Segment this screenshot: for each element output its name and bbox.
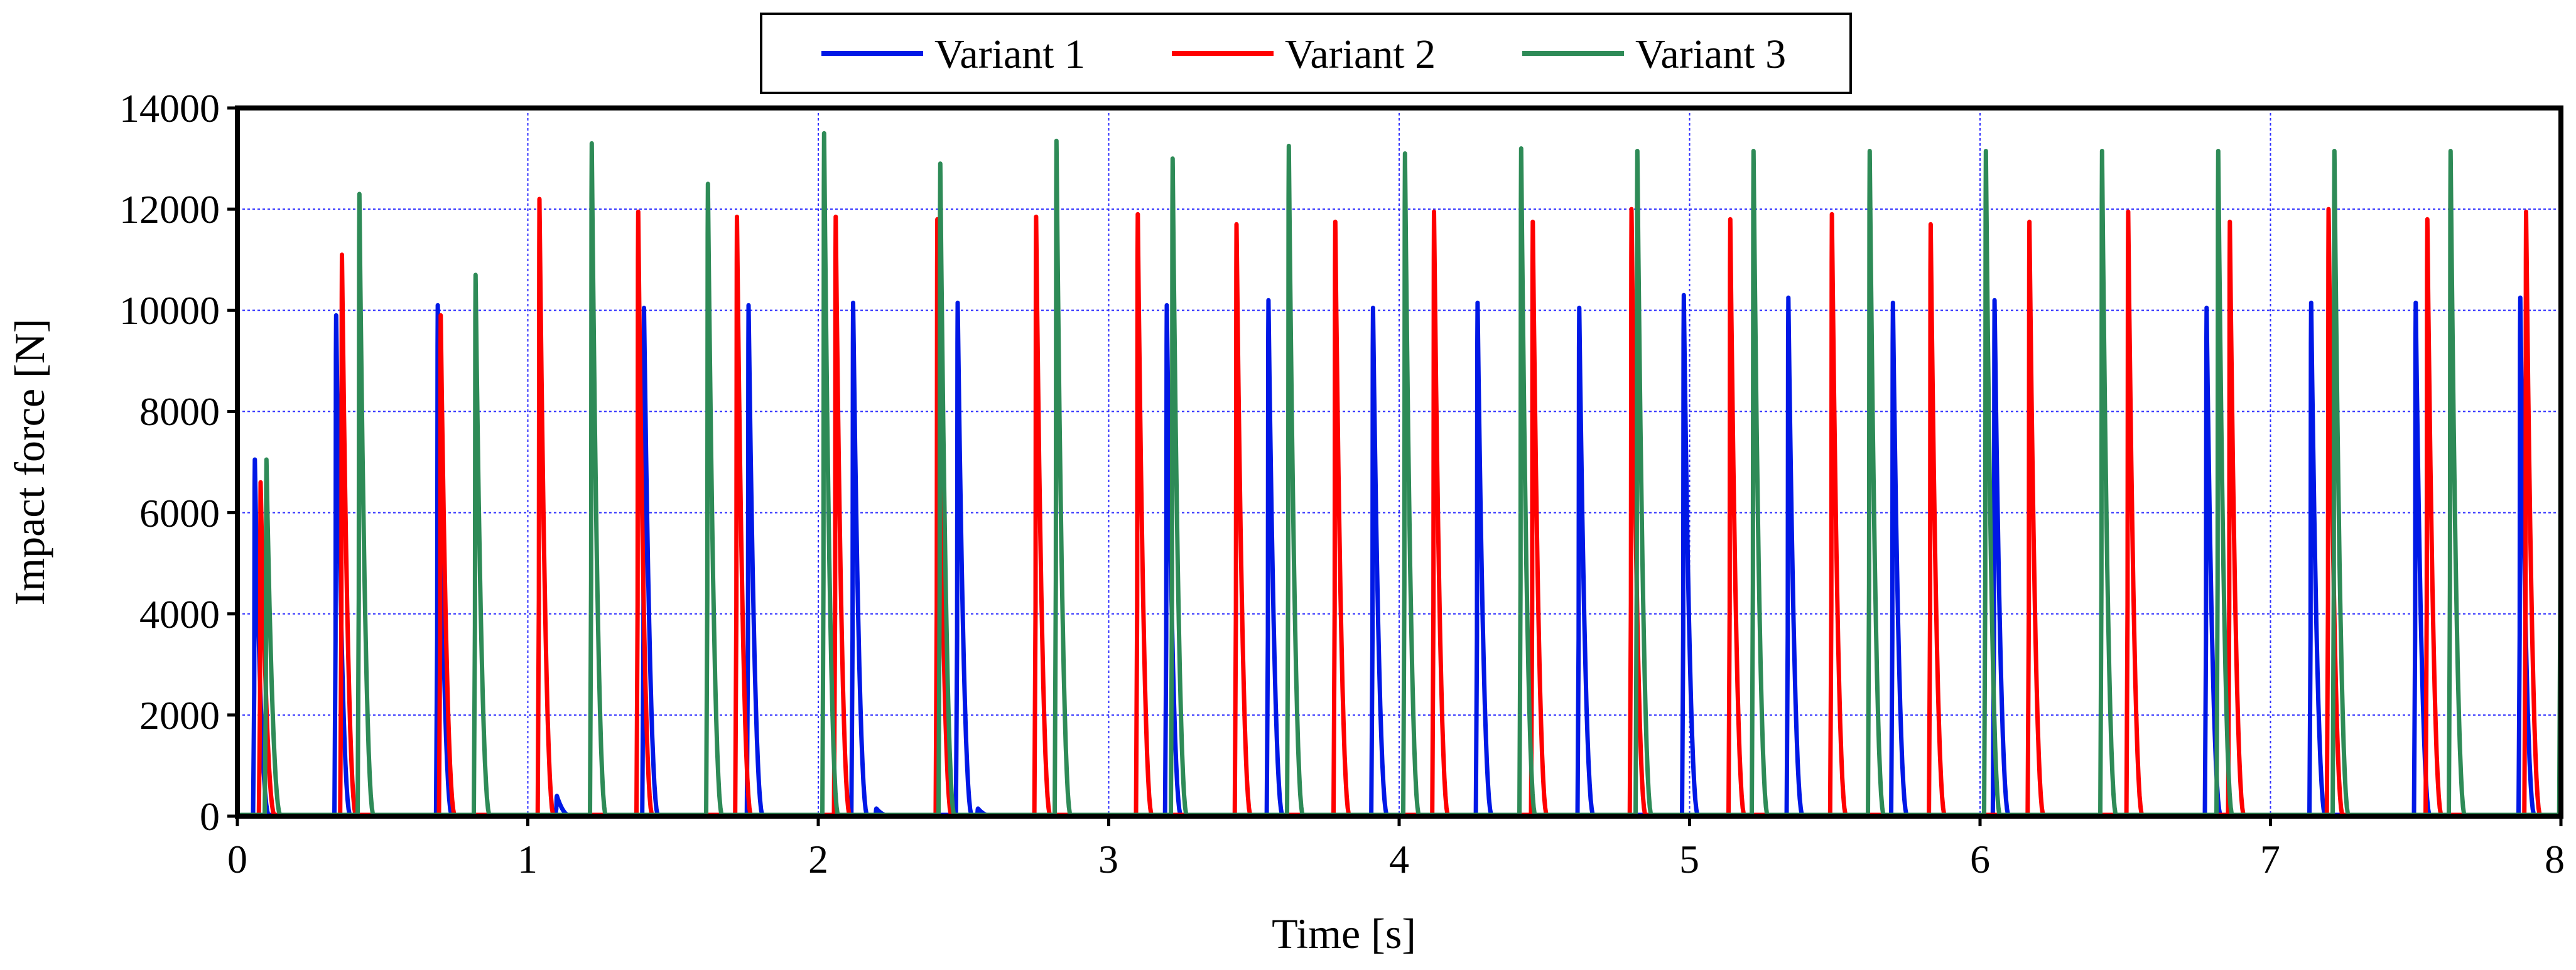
- impact-pulse: [640, 305, 661, 816]
- impact-pulse: [436, 313, 457, 816]
- legend-label-variant-1: Variant 1: [934, 31, 1085, 77]
- impact-pulse: [1680, 293, 1701, 816]
- impact-pulse: [1990, 298, 2011, 816]
- series-variant-3: [237, 131, 2561, 816]
- impact-pulse: [1866, 149, 1886, 816]
- impact-pulse: [2025, 219, 2046, 816]
- impact-pulse: [1430, 209, 1451, 816]
- y-tick-label: 14000: [119, 86, 220, 131]
- y-axis-title: Impact force [N]: [6, 319, 53, 606]
- impact-pulse: [820, 131, 841, 816]
- x-tick-label: 2: [808, 837, 828, 881]
- impact-pulse: [1827, 212, 1849, 816]
- y-tick-label: 10000: [119, 288, 220, 333]
- impact-pulse: [2214, 149, 2235, 816]
- tick-marks: [227, 106, 2563, 826]
- y-tick-label: 12000: [119, 187, 220, 232]
- legend-box: [760, 13, 1852, 94]
- impact-pulse: [2226, 219, 2246, 816]
- impact-pulse: [1134, 212, 1154, 816]
- x-tick-label: 4: [1389, 837, 1409, 881]
- y-tick-label: 2000: [139, 693, 220, 738]
- impact-pulse: [1169, 156, 1189, 816]
- impact-pulse: [1575, 305, 1596, 816]
- x-tick-label: 1: [517, 837, 538, 881]
- impact-pulse: [2522, 209, 2543, 816]
- x-tick-label: 7: [2260, 837, 2280, 881]
- impact-pulse: [2423, 217, 2444, 816]
- impact-pulse: [1750, 149, 1770, 816]
- legend: Variant 1 Variant 2 Variant 3: [760, 13, 1852, 94]
- impact-pulse: [1053, 138, 1073, 816]
- impact-pulse: [2098, 149, 2119, 816]
- impact-pulse: [2330, 149, 2351, 816]
- gridlines: [237, 108, 2561, 816]
- x-axis-title: Time [s]: [1272, 910, 1416, 957]
- x-tick-label: 6: [1970, 837, 1990, 881]
- y-tick-label: 6000: [139, 491, 220, 536]
- impact-pulse: [1726, 217, 1747, 816]
- impact-pulse: [1232, 222, 1253, 816]
- impact-pulse: [1264, 298, 1285, 816]
- impact-pulse: [588, 141, 609, 816]
- legend-label-variant-2: Variant 2: [1285, 31, 1436, 77]
- impact-pulse: [1401, 151, 1422, 816]
- impact-pulse: [355, 191, 376, 816]
- impact-pulse: [535, 197, 556, 816]
- impact-pulse: [953, 300, 975, 816]
- impact-pulse: [933, 217, 954, 816]
- x-tick-label: 3: [1098, 837, 1118, 881]
- impact-pulse: [733, 214, 754, 816]
- impact-pulse: [472, 272, 492, 816]
- y-tick-label: 0: [200, 794, 220, 839]
- impact-pulse: [1927, 222, 1947, 816]
- impact-pulse: [1982, 149, 2003, 816]
- impact-pulse: [634, 209, 655, 816]
- impact-pulse: [262, 457, 283, 816]
- x-tick-label: 0: [227, 837, 247, 881]
- impact-pulse: [1517, 146, 1538, 816]
- impact-pulse: [1331, 219, 1352, 816]
- impact-pulse: [1784, 295, 1805, 816]
- legend-label-variant-3: Variant 3: [1635, 31, 1786, 77]
- impact-pulse: [1633, 149, 1654, 816]
- impact-pulse: [849, 300, 870, 816]
- x-tick-label: 8: [2545, 837, 2565, 881]
- y-tick-label: 8000: [139, 389, 220, 434]
- y-tick-labels: 0 2000 4000 6000 8000 10000 12000 14000: [119, 86, 220, 839]
- impact-pulse: [1285, 143, 1306, 816]
- impact-pulse: [2124, 209, 2145, 816]
- x-tick-label: 5: [1679, 837, 1699, 881]
- impact-pulse: [704, 181, 725, 816]
- impact-pulse: [1889, 300, 1910, 816]
- x-tick-labels: 0 1 2 3 4 5 6 7 8: [227, 837, 2565, 881]
- impact-pulse: [1369, 305, 1390, 816]
- impact-pulse: [1032, 214, 1053, 816]
- series-layer: [237, 131, 2561, 816]
- impact-pulse: [1529, 219, 1549, 816]
- impact-pulse: [2307, 300, 2328, 816]
- impact-pulse: [744, 303, 766, 816]
- impact-pulse: [936, 161, 957, 816]
- impact-pulse: [2447, 149, 2467, 816]
- impact-pulse: [433, 303, 455, 816]
- impact-pulse: [1473, 300, 1494, 816]
- y-tick-label: 4000: [139, 592, 220, 637]
- impact-pulse: [831, 214, 852, 816]
- impact-pulse: [338, 252, 359, 816]
